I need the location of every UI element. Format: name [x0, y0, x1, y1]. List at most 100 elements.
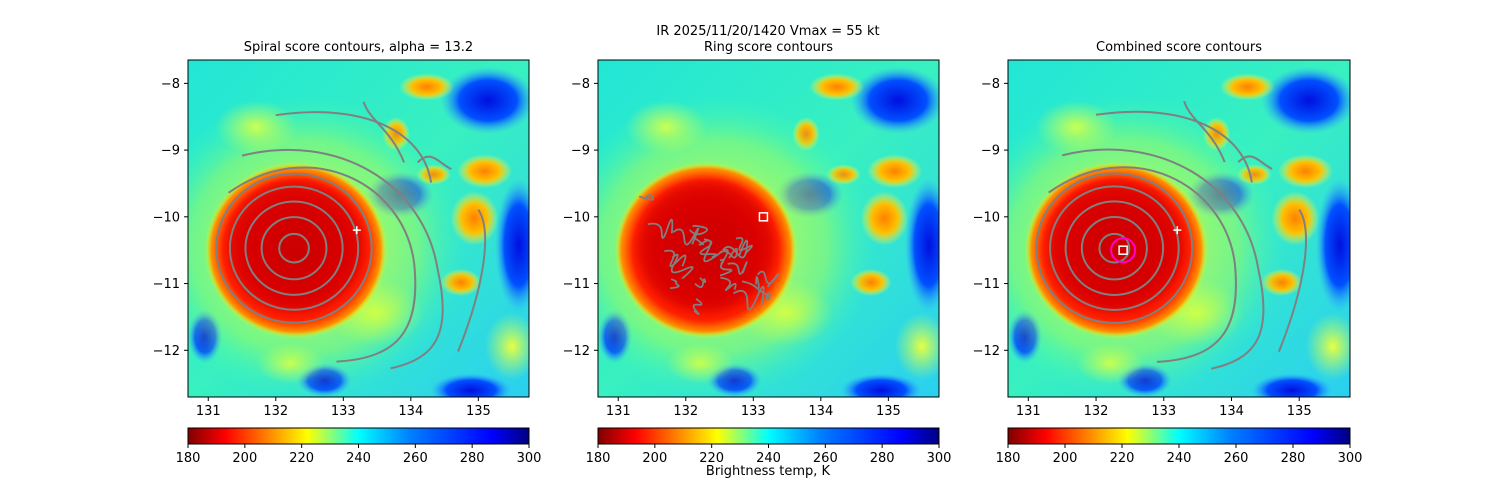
contour-ring [1035, 172, 1194, 324]
colorbar-tick-label: 260 [403, 451, 428, 466]
figure-suptitle: IR 2025/11/20/1420 Vmax = 55 kt [656, 24, 879, 39]
y-tick-label: −11 [973, 277, 1000, 292]
colorbar-label: Brightness temp, K [706, 464, 831, 479]
cloud-blob [399, 73, 454, 101]
contour-fragment [741, 276, 760, 290]
panel-3: Combined score contours 131 132 133 134 135 −8… [973, 40, 1363, 466]
y-tick-label: −8 [571, 77, 590, 92]
contour-fragment [757, 289, 772, 301]
cloud-blob [894, 312, 939, 381]
contour-fragment [722, 239, 749, 259]
colorbar-tick-label: 180 [996, 451, 1021, 466]
cloud-blob [1250, 373, 1333, 397]
ir-image [1008, 60, 1350, 397]
cloud-blob [840, 373, 922, 397]
contour-fragment [727, 261, 748, 275]
contour-arc [1183, 100, 1226, 163]
contour-fragment [692, 297, 703, 316]
colorbar-tick-label: 220 [699, 451, 724, 466]
cloud-blob [1305, 312, 1350, 381]
contour-ring [1098, 232, 1131, 264]
x-tick-label: 134 [808, 404, 833, 419]
y-tick-label: −10 [973, 210, 1000, 225]
colorbar-tick-label: 300 [927, 451, 952, 466]
cloud-blob [850, 66, 939, 135]
colorbar-tick-label: 260 [813, 451, 838, 466]
contour-ring [278, 232, 310, 264]
first-guess-marker [1173, 226, 1182, 235]
colorbar-tick-label: 200 [1053, 451, 1078, 466]
contour-arc [457, 209, 487, 352]
colorbar-tick-label: 240 [756, 451, 781, 466]
y-tick-label: −12 [973, 344, 1000, 359]
y-tick-label: −10 [153, 210, 180, 225]
colorbar [1007, 427, 1351, 445]
x-tick-label: 131 [606, 404, 631, 419]
x-tick-label: 132 [1084, 404, 1109, 419]
colorbar [597, 427, 940, 445]
y-tick-label: −12 [563, 344, 590, 359]
cloud-blob [494, 177, 529, 313]
colorbar-tick-label: 280 [870, 451, 895, 466]
y-tick-label: −8 [981, 77, 1000, 92]
cloud-blob [484, 312, 529, 381]
colorbar-tick-label: 300 [1338, 451, 1363, 466]
score-contours [1035, 100, 1307, 370]
contour-arc [1237, 155, 1273, 170]
x-tick-label: 134 [1219, 404, 1244, 419]
cloud-blob [457, 154, 512, 189]
contour-arc [1277, 209, 1307, 353]
panel-title: Combined score contours [1096, 40, 1262, 55]
colorbar-tick-label: 240 [1167, 451, 1192, 466]
x-tick-label: 131 [1016, 404, 1041, 419]
contour-fragment [672, 227, 700, 246]
y-tick-label: −11 [563, 277, 590, 292]
y-tick-label: −9 [981, 144, 1000, 159]
contour-fragment [694, 237, 705, 246]
x-tick-label: 135 [1287, 404, 1312, 419]
panel-1: Spiral score contours, alpha = 13.2 131 13… [153, 40, 542, 466]
colorbar-tick-label: 280 [460, 451, 485, 466]
colorbar-tick-label: 180 [176, 451, 201, 466]
contour-fragment [699, 238, 717, 259]
contour-arc [362, 101, 406, 163]
y-tick-label: −10 [563, 210, 590, 225]
colorbar-tick-label: 200 [642, 451, 667, 466]
colorbar-tick-label: 200 [232, 451, 257, 466]
ir-image [188, 60, 529, 397]
y-tick-label: −12 [153, 344, 180, 359]
contour-fragment [670, 278, 680, 290]
cloud-blob [867, 154, 922, 189]
panel-2: Ring score contours 131 132 133 134 135 −8 −9 −1… [563, 40, 952, 466]
x-tick-label: 131 [196, 404, 221, 419]
cloud-blob [1261, 66, 1350, 135]
cloud-blob [809, 73, 864, 101]
ir-image [598, 60, 939, 397]
score-contours [215, 101, 487, 370]
y-tick-label: −9 [161, 144, 180, 159]
x-tick-label: 134 [398, 404, 423, 419]
y-tick-label: −9 [571, 144, 590, 159]
contour-arc [1048, 166, 1237, 363]
x-tick-label: 135 [876, 404, 901, 419]
contour-fragment [719, 258, 733, 277]
contour-fragment [664, 249, 687, 268]
x-tick-label: 133 [1151, 404, 1176, 419]
cloud-blob [440, 66, 529, 135]
cloud-blob [1278, 154, 1333, 189]
contour-arc [241, 148, 444, 370]
colorbar-tick-label: 280 [1281, 451, 1306, 466]
colorbar-tick-label: 240 [346, 451, 371, 466]
contour-arc [227, 166, 417, 363]
cloud-blob [1220, 73, 1275, 101]
contour-fragment [756, 270, 780, 288]
contour-fragment [719, 247, 738, 259]
contour-fragment [732, 285, 765, 311]
colorbar [187, 427, 530, 445]
colorbar-tick-label: 220 [289, 451, 314, 466]
contour-ring [244, 200, 344, 296]
final-center-circle [1110, 237, 1137, 264]
contour-arc [1095, 110, 1253, 183]
colorbar-tick-label: 300 [517, 451, 542, 466]
